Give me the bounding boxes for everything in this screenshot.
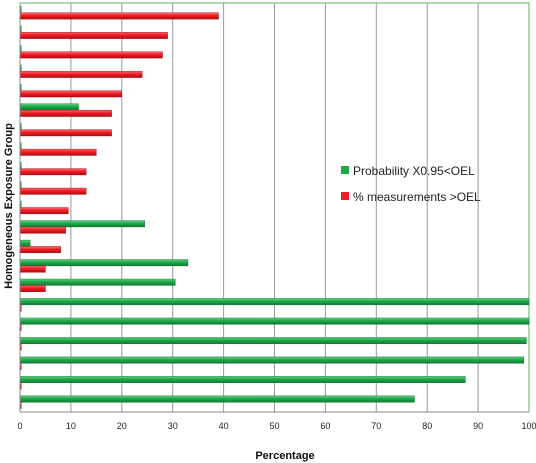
bar-probability	[19, 259, 189, 267]
bar-measurements	[19, 70, 143, 78]
bar-measurements	[19, 246, 61, 254]
bar-measurements	[19, 90, 123, 98]
bar-probability	[19, 337, 527, 345]
bar-probability	[19, 356, 525, 364]
bar-measurements	[19, 226, 67, 234]
x-tick-label: 60	[320, 421, 330, 431]
x-tick-label: 50	[269, 421, 279, 431]
bar-probability	[19, 239, 31, 247]
legend: Probability X0.95<OEL % measurements >OE…	[341, 164, 481, 204]
bar-probability	[19, 220, 145, 228]
bar-measurements	[19, 168, 87, 176]
x-tick-label: 10	[66, 421, 76, 431]
bar-measurements	[19, 265, 46, 273]
x-tick-label: 70	[371, 421, 381, 431]
bar-measurements	[19, 285, 46, 292]
x-tick-labels: 0 10 20 30 40 50 60 70 80 90 100	[17, 421, 536, 431]
bar-measurements	[19, 129, 112, 137]
bar-measurements	[19, 51, 163, 59]
bar-probability	[19, 278, 176, 286]
x-tick-label: 20	[117, 421, 127, 431]
x-tick-label: 80	[422, 421, 432, 431]
legend-label-measurements: % measurements >OEL	[353, 190, 481, 204]
bar-measurements	[19, 12, 219, 20]
bar-measurements	[19, 32, 168, 39]
x-axis-title: Percentage	[255, 450, 314, 462]
x-tick-label: 40	[219, 421, 229, 431]
bar-measurements	[19, 187, 87, 195]
x-tick-label: 30	[168, 421, 178, 431]
x-tick-label: 90	[473, 421, 483, 431]
y-axis-title: Homogeneous Exposure Group	[3, 123, 15, 289]
x-tick-label: 0	[17, 421, 22, 431]
x-tick-label: 100	[521, 421, 536, 431]
bar-measurements	[19, 109, 112, 117]
legend-swatch-probability	[341, 166, 349, 174]
bar-probability	[19, 395, 415, 403]
legend-swatch-measurements	[341, 192, 349, 200]
bar-probability	[19, 103, 79, 111]
bars	[19, 6, 530, 409]
bar-probability	[19, 317, 530, 325]
bar-measurements	[19, 207, 69, 215]
bar-measurements	[19, 148, 97, 156]
bar-probability	[19, 376, 466, 383]
bar-probability	[19, 298, 530, 306]
legend-label-probability: Probability X0.95<OEL	[353, 164, 475, 178]
